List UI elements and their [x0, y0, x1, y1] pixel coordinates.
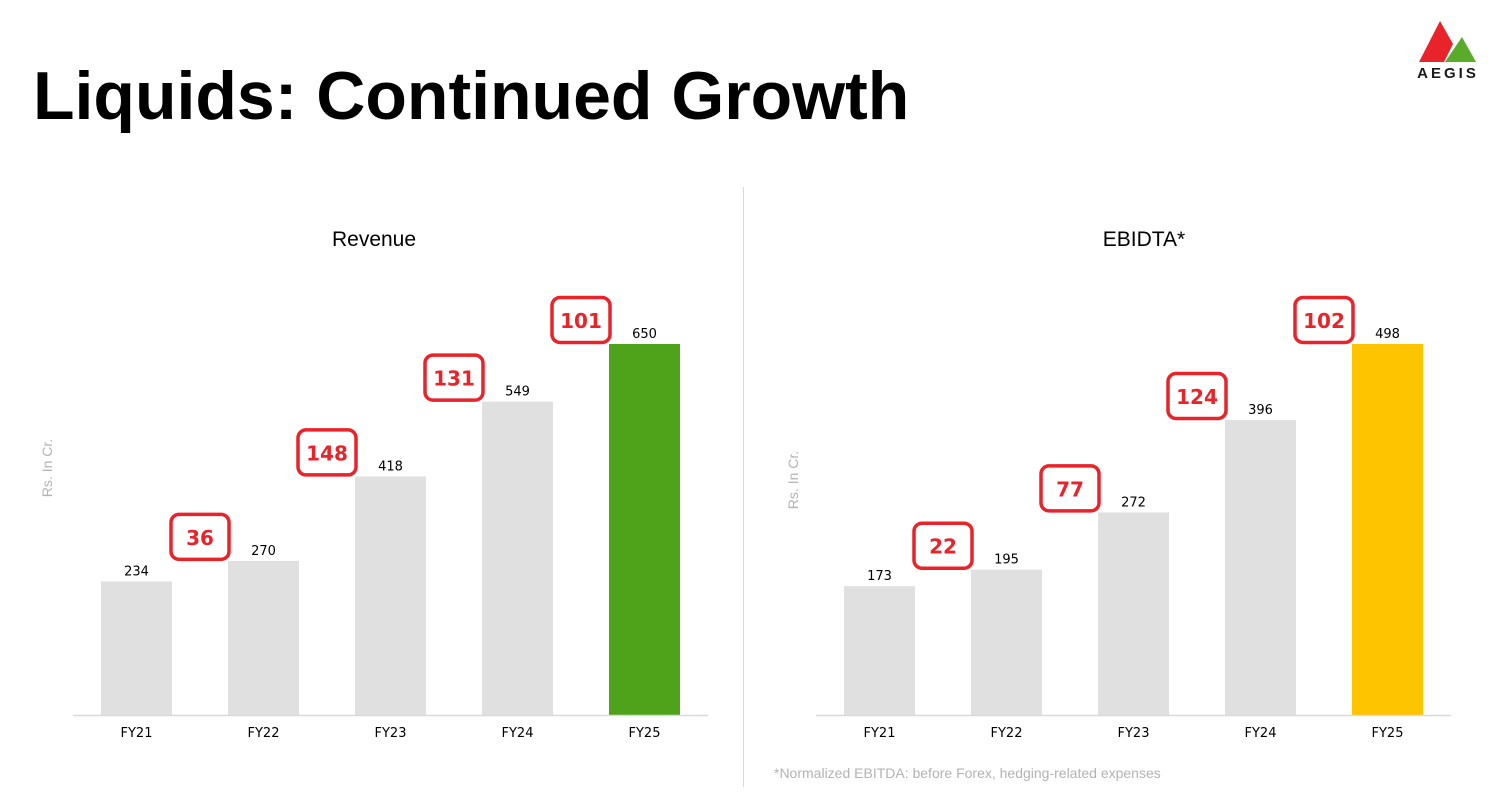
revenue-increment-label: 131 — [433, 367, 475, 391]
aegis-logo: AEGIS — [1405, 18, 1491, 84]
ebitda-increment-box — [1293, 295, 1355, 345]
ebitda-increment-box — [1166, 371, 1228, 421]
revenue-value-label: 650 — [632, 327, 657, 342]
page-title: Liquids: Continued Growth — [33, 58, 910, 134]
ebitda-increment-label: 77 — [1056, 477, 1084, 501]
ebitda-increment-box — [1039, 464, 1101, 513]
ebitda-value-label: 173 — [867, 569, 892, 584]
ebitda-y-axis-label: Rs. In Cr. — [785, 451, 801, 509]
chart-divider — [743, 187, 744, 787]
ebitda-value-label: 396 — [1248, 403, 1273, 418]
revenue-bar-fy24 — [482, 401, 553, 715]
ebitda-increment-label: 124 — [1176, 385, 1218, 409]
ebitda-bar-fy24 — [1225, 419, 1296, 715]
ebitda-category-label: FY21 — [864, 726, 896, 741]
ebitda-value-label: 498 — [1375, 327, 1400, 342]
revenue-chart: Revenue Rs. In Cr. 234 FY21 270 FY22 418 FY23 54… — [39, 228, 708, 741]
revenue-category-label: FY21 — [121, 726, 153, 741]
ebitda-value-label: 272 — [1121, 495, 1146, 510]
ebitda-bar-fy25 — [1352, 344, 1423, 715]
revenue-chart-title: Revenue — [332, 228, 416, 251]
footnote: *Normalized EBITDA: before Forex, hedgin… — [774, 765, 1161, 781]
revenue-category-label: FY24 — [502, 726, 534, 741]
ebitda-value-label: 195 — [994, 553, 1019, 568]
revenue-y-axis-label: Rs. In Cr. — [39, 439, 55, 497]
revenue-bar-fy22 — [228, 560, 299, 715]
revenue-value-label: 270 — [251, 544, 276, 559]
ebitda-category-label: FY22 — [991, 726, 1023, 741]
revenue-increment-label: 148 — [306, 441, 348, 465]
ebitda-increment-label: 22 — [929, 535, 957, 559]
ebitda-increment-label: 102 — [1303, 309, 1345, 333]
revenue-increment-box — [550, 295, 612, 345]
revenue-increment-box — [169, 512, 231, 562]
ebitda-bar-fy23 — [1098, 512, 1169, 715]
ebitda-bar-fy22 — [971, 569, 1042, 715]
revenue-increment-box — [296, 428, 358, 477]
ebitda-chart-title: EBIDTA* — [1103, 228, 1185, 251]
ebitda-category-label: FY23 — [1118, 726, 1150, 741]
revenue-increment-box — [423, 353, 485, 402]
revenue-category-label: FY25 — [629, 726, 661, 741]
revenue-value-label: 234 — [124, 564, 149, 579]
revenue-value-label: 418 — [378, 459, 403, 474]
revenue-category-label: FY22 — [248, 726, 280, 741]
ebitda-category-label: FY24 — [1245, 726, 1277, 741]
ebitda-chart: EBIDTA* Rs. In Cr. 173 FY21 195 FY22 272 FY23 39… — [785, 228, 1451, 741]
revenue-value-label: 549 — [505, 385, 530, 400]
logo-text: AEGIS — [1417, 65, 1479, 82]
revenue-bar-fy23 — [355, 476, 426, 715]
revenue-increment-label: 101 — [560, 309, 602, 333]
logo-triangles-icon — [1419, 21, 1476, 62]
ebitda-increment-box — [912, 521, 974, 570]
ebitda-bar-fy21 — [844, 586, 915, 715]
revenue-bar-fy21 — [101, 581, 172, 715]
ebitda-category-label: FY25 — [1372, 726, 1404, 741]
revenue-bar-fy25 — [609, 344, 680, 715]
revenue-increment-label: 36 — [186, 526, 214, 550]
revenue-category-label: FY23 — [375, 726, 407, 741]
